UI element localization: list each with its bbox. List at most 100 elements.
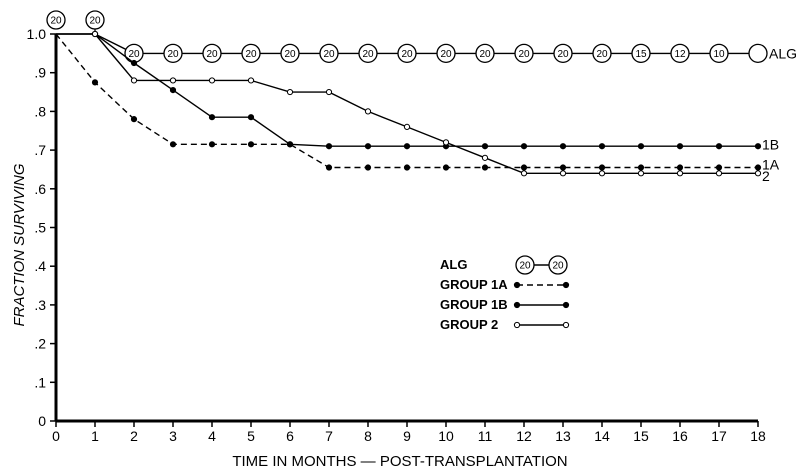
series-end-label: 1B: [762, 136, 779, 152]
legend-marker-label: 20: [519, 261, 531, 272]
data-point: [130, 77, 138, 84]
data-point-label: 20: [128, 49, 140, 60]
data-point: [559, 143, 567, 150]
data-point: [325, 164, 333, 171]
data-point: [202, 43, 222, 63]
data-point-label: 20: [284, 49, 296, 60]
data-point: [163, 43, 183, 63]
data-point: [715, 143, 723, 150]
data-point-label: 20: [401, 49, 413, 60]
x-tick-label: 16: [672, 428, 688, 444]
series-end-label: 1A: [762, 156, 780, 172]
data-point: [319, 43, 339, 63]
series-group-2: 2: [56, 30, 770, 184]
legend-marker: [513, 301, 521, 309]
y-tick-label: 0: [38, 413, 46, 429]
legend-label: GROUP 1B: [440, 297, 508, 312]
series-alg: 20 20 20 20 20 20 20 20 20 20 20 20 20 20 20 15 12 10 ALG: [46, 10, 797, 63]
x-tick-label: 9: [403, 428, 411, 444]
legend-marker: [562, 321, 570, 329]
data-point: [442, 164, 450, 171]
x-tick-label: 4: [208, 428, 216, 444]
data-point-label: 20: [206, 49, 218, 60]
legend-item: GROUP 2: [440, 317, 570, 332]
legend-marker: [562, 281, 570, 289]
x-tick-label: 10: [438, 428, 454, 444]
data-point: [208, 77, 216, 84]
data-point: [715, 170, 723, 177]
legend-item: GROUP 1B: [440, 297, 570, 312]
series-end-label: ALG: [769, 45, 797, 61]
data-point: [247, 141, 255, 148]
y-tick-label: 1.0: [27, 26, 47, 42]
data-point: [436, 43, 456, 63]
data-point: [598, 170, 606, 177]
data-point: [397, 43, 417, 63]
y-axis-label: FRACTION SURVIVING: [11, 163, 28, 326]
x-tick-label: 14: [594, 428, 610, 444]
data-point: [325, 88, 333, 96]
y-tick-label: .6: [34, 181, 46, 197]
data-point: [442, 139, 450, 146]
data-point: [670, 43, 690, 63]
data-point: [364, 108, 372, 115]
data-point-label: 20: [557, 49, 569, 60]
data-point: [481, 154, 489, 161]
x-tick-label: 0: [52, 428, 60, 444]
data-point-label: 15: [635, 49, 647, 60]
data-point: [208, 114, 216, 121]
data-point-label: 20: [440, 49, 452, 60]
x-tick-label: 1: [91, 428, 99, 444]
data-point: [241, 43, 261, 63]
data-point: [748, 43, 768, 63]
data-point: [364, 164, 372, 171]
data-point: [520, 143, 528, 150]
data-point: [403, 143, 411, 150]
legend-item: ALG 20 20: [440, 255, 568, 275]
ticks: 0 1 2 3 4 5 6 7 8 9 10 11 12 13 14 15 16 17 180.1.2.3.4.5.…: [27, 26, 766, 444]
data-point: [520, 170, 528, 177]
series-group-1b: 1B: [56, 30, 779, 152]
data-point: [475, 43, 495, 63]
x-tick-label: 3: [169, 428, 177, 444]
data-point: [247, 77, 255, 84]
data-point: [754, 170, 762, 177]
legend-label: GROUP 2: [440, 317, 498, 332]
data-point: [676, 164, 684, 171]
x-tick-label: 15: [633, 428, 649, 444]
legend-label: GROUP 1A: [440, 277, 508, 292]
data-point: [637, 143, 645, 150]
data-point: [709, 43, 729, 63]
data-point: [358, 43, 378, 63]
data-point: [280, 43, 300, 63]
data-point: [91, 79, 99, 86]
data-point: [676, 143, 684, 150]
data-point: [481, 164, 489, 171]
x-tick-label: 2: [130, 428, 138, 444]
data-point: [481, 143, 489, 150]
y-tick-label: .2: [34, 336, 46, 352]
data-point: [91, 30, 99, 38]
y-tick-label: .5: [34, 220, 46, 236]
y-tick-label: .3: [34, 297, 46, 313]
data-point: [520, 164, 528, 171]
x-tick-label: 13: [555, 428, 571, 444]
data-point: [403, 164, 411, 171]
legend-label: ALG: [440, 257, 467, 272]
legend-marker: [562, 301, 570, 309]
data-point: [364, 143, 372, 150]
legend-item: GROUP 1A: [440, 277, 570, 292]
data-point: [247, 114, 255, 121]
legend-marker: [548, 255, 568, 275]
data-point: [631, 43, 651, 63]
legend-marker: [513, 281, 521, 289]
data-point: [286, 141, 294, 148]
data-point-label: 20: [167, 49, 179, 60]
data-point: [598, 164, 606, 171]
y-tick-label: .7: [34, 142, 46, 158]
data-point: [598, 143, 606, 150]
origin-marker-label: 20: [50, 16, 62, 27]
data-point-label: 10: [713, 49, 725, 60]
data-point: [208, 141, 216, 148]
